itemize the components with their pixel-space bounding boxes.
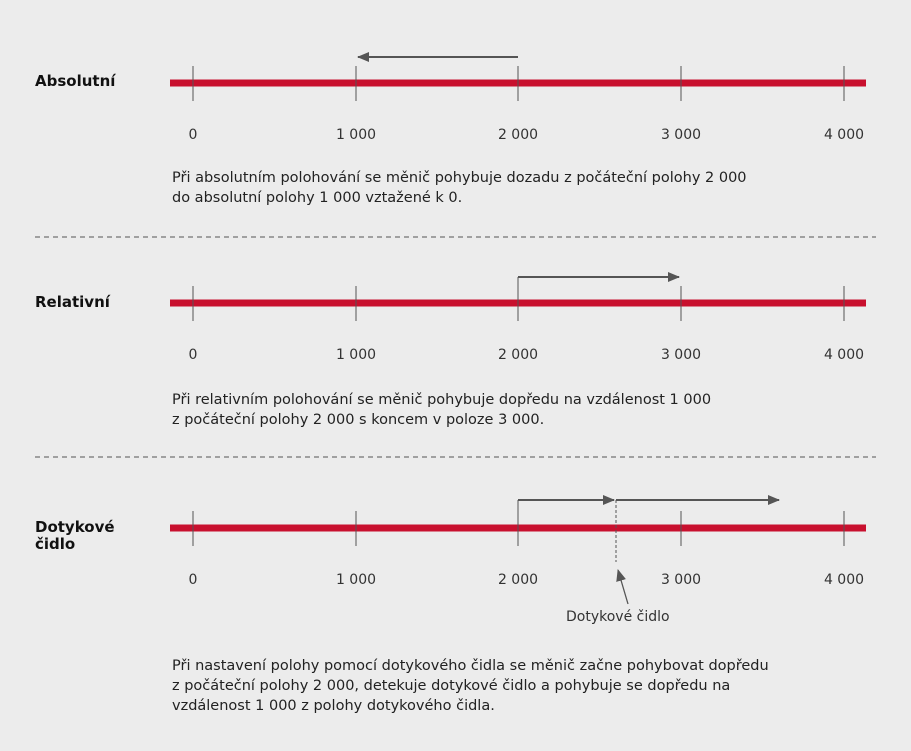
section-title-absolute: Absolutní <box>35 72 116 90</box>
sensor-pointer-arrow <box>616 569 629 605</box>
tick-label: 3 000 <box>660 127 702 143</box>
section-touch-probe <box>170 495 866 605</box>
tick-label: 2 000 <box>497 347 539 363</box>
tick-label: 2 000 <box>497 127 539 143</box>
tick-label: 2 000 <box>497 572 539 588</box>
sensor-label: Dotykové čidlo <box>566 609 670 625</box>
tick-label: 0 <box>188 572 198 588</box>
tick-label: 3 000 <box>660 347 702 363</box>
tick-label: 4 000 <box>823 572 865 588</box>
tick-label: 4 000 <box>823 127 865 143</box>
section-relative <box>170 272 866 321</box>
tick-label: 1 000 <box>335 127 377 143</box>
description-absolute: Při absolutním polohování se měnič pohyb… <box>172 170 747 206</box>
tick-label: 1 000 <box>335 572 377 588</box>
section-title-touch-probe: Dotykové čidlo <box>35 518 115 553</box>
description-relative: Při relativním polohování se měnič pohyb… <box>172 392 712 428</box>
tick-label: 0 <box>188 127 198 143</box>
tick-label: 1 000 <box>335 347 377 363</box>
section-absolute <box>170 52 866 101</box>
tick-label: 4 000 <box>823 347 865 363</box>
tick-label: 3 000 <box>660 572 702 588</box>
tick-label: 0 <box>188 347 198 363</box>
section-title-relative: Relativní <box>35 293 110 311</box>
description-touch-probe: Při nastavení polohy pomocí dotykového č… <box>172 658 769 714</box>
